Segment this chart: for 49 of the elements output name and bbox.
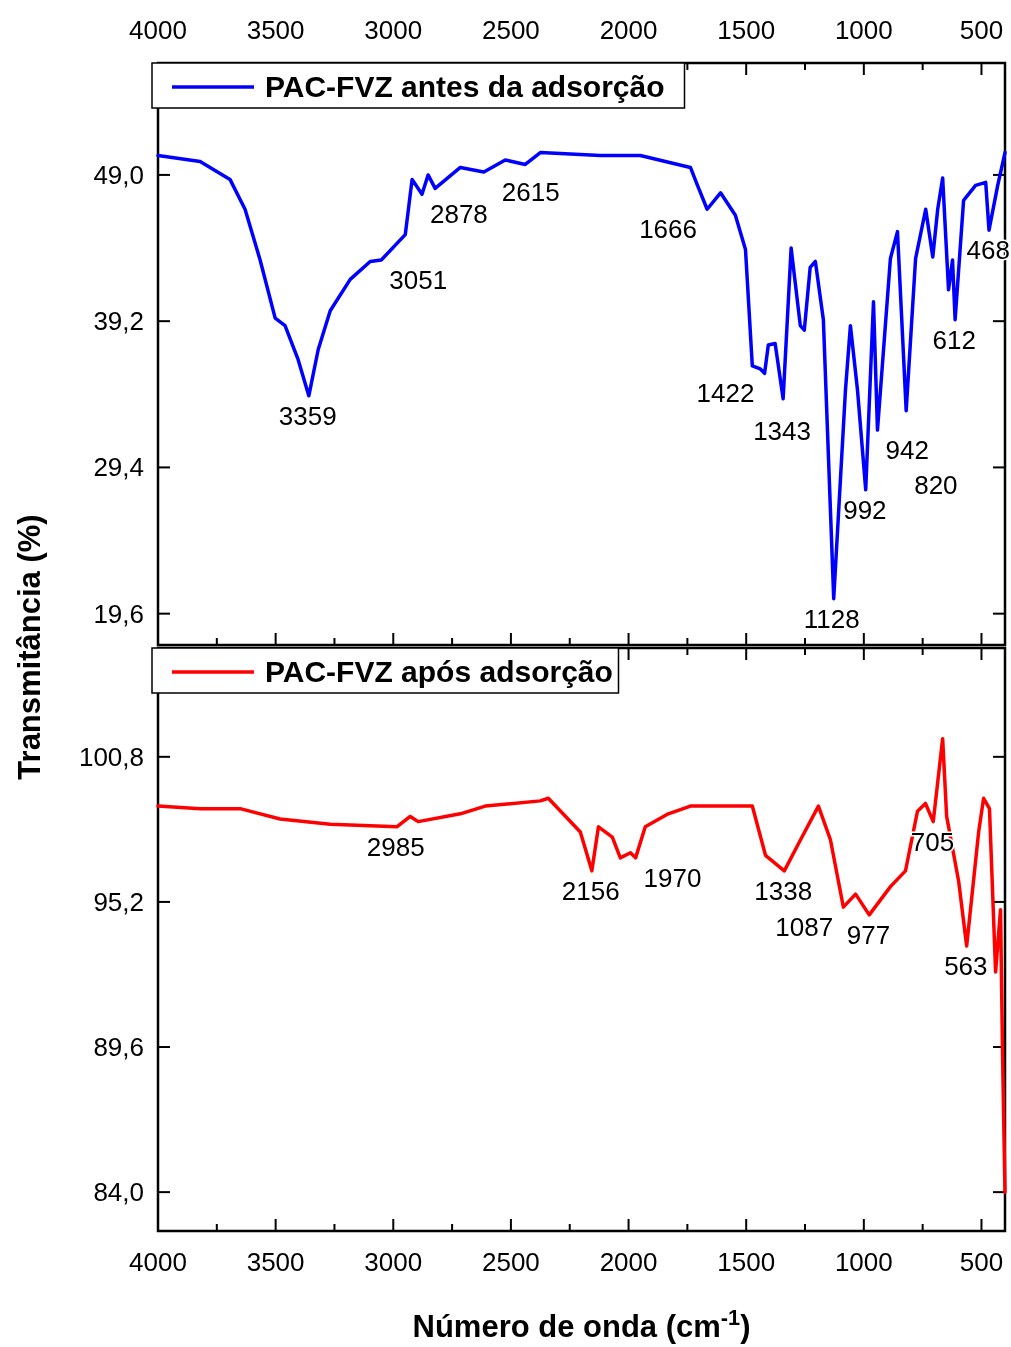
annotation: 992 [843,494,887,525]
x-tick-label: 2500 [481,1247,540,1277]
annotation: 2615 [501,176,560,207]
annotation: 1343 [753,415,811,446]
x2-tick-label: 1500 [717,15,776,45]
y-tick-label: 100,8 [78,741,144,772]
x2-tick-label: 2000 [599,15,658,45]
annotation: 1128 [803,603,860,634]
x-tick-label: 4000 [129,1247,187,1277]
annotation: 3051 [389,264,448,295]
annotation: 612 [932,324,977,355]
y-tick-label: 84,0 [93,1177,144,1208]
x2-tick-label: 4000 [129,15,187,45]
annotation: 1338 [754,875,813,906]
y-tick-label: 19,6 [93,598,144,629]
annotation: 2985 [366,831,425,862]
annotation: 563 [944,950,988,981]
annotation: 2156 [561,875,620,906]
annotation: 1970 [643,862,702,893]
x-tick-label: 2000 [599,1247,658,1277]
annotation: 977 [846,919,891,950]
x2-tick-label: 3500 [246,15,305,45]
annotation: 1666 [639,214,697,245]
x-axis-title: Número de onda (cm$^{-1}$) [412,1304,751,1344]
annotation: 942 [885,435,929,466]
y-tick-label: 39,2 [93,306,144,337]
annotation: 1422 [696,378,755,409]
legend-label: PAC-FVZ após adsorção [265,655,613,688]
y-tick-label: 95,2 [93,886,144,917]
y-tick-label: 29,4 [93,452,144,483]
annotation: 2878 [429,199,488,230]
x-tick-label: 3500 [246,1247,305,1277]
x2-tick-label: 2500 [481,15,540,45]
x2-tick-label: 1000 [834,15,893,45]
x-tick-label: 3000 [364,1247,423,1277]
x2-tick-label: 500 [959,15,1004,45]
annotation: 820 [914,469,958,500]
line-series [156,736,1007,1194]
annotation: 1087 [775,912,834,943]
x-tick-label: 1500 [717,1247,776,1277]
x-tick-label: 1000 [834,1247,893,1277]
legend-label: PAC-FVZ antes da adsorção [265,70,665,103]
x2-tick-label: 3000 [364,15,423,45]
y-axis-title: Transmitância (%) [12,514,47,780]
line-series [156,150,1007,601]
y-tick-label: 49,0 [93,159,144,190]
x-tick-label: 500 [959,1247,1004,1277]
annotation: 3359 [278,400,337,431]
y-tick-label: 89,6 [93,1032,144,1063]
